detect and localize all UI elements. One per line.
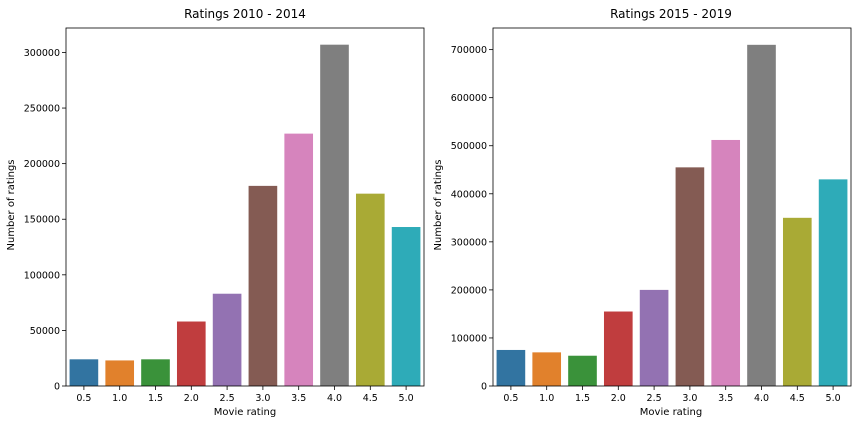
bar-4.5 (355, 193, 385, 386)
bar-1.5 (568, 355, 597, 386)
bar-group (496, 44, 848, 387)
chart-title: Ratings 2010 - 2014 (184, 7, 306, 21)
y-tick-label: 700000 (451, 45, 487, 56)
x-tick-label: 3.5 (718, 393, 733, 404)
x-tick-label: 4.5 (790, 393, 805, 404)
y-axis-ticks: 0 100000 200000 300000 400000 500000 600000 700… (451, 45, 493, 393)
bar-2.0 (603, 311, 633, 386)
bar-4.5 (782, 217, 812, 386)
bar-2.0 (176, 321, 206, 386)
y-tick-label: 600000 (451, 93, 487, 104)
x-tick-label: 4.5 (363, 393, 378, 404)
y-tick-label: 50000 (30, 326, 60, 337)
bar-1.5 (141, 359, 170, 386)
x-axis-label: Movie rating (214, 407, 276, 418)
bar-3.5 (711, 139, 741, 386)
x-tick-label: 4.0 (327, 393, 342, 404)
x-tick-label: 2.5 (647, 393, 662, 404)
x-tick-label: 3.0 (682, 393, 697, 404)
y-axis-label: Number of ratings (433, 159, 444, 250)
plot-frame (65, 27, 425, 387)
x-tick-label: 3.0 (255, 393, 270, 404)
chart-ratings-2010-2014: Ratings 2010 - 2014 Movie rating Number … (6, 7, 425, 418)
y-tick-label: 500000 (451, 141, 487, 152)
bar-group (69, 44, 421, 387)
bar-0.5 (496, 349, 526, 386)
x-tick-label: 3.5 (291, 393, 306, 404)
x-tick-label: 4.0 (754, 393, 769, 404)
x-tick-label: 1.5 (575, 393, 590, 404)
bar-3.5 (284, 133, 314, 386)
x-axis-ticks: 0.5 1.0 1.5 2.0 2.5 3.0 3.5 4.0 4.5 5.0 (76, 386, 414, 404)
plot-frame (492, 27, 852, 387)
y-tick-label: 400000 (451, 189, 487, 200)
bar-3.0 (248, 185, 278, 386)
x-tick-label: 1.0 (539, 393, 554, 404)
y-tick-label: 0 (481, 382, 487, 393)
bar-5.0 (391, 227, 421, 386)
x-tick-label: 1.0 (112, 393, 127, 404)
x-tick-label: 0.5 (503, 393, 518, 404)
bar-2.5 (212, 293, 242, 386)
y-tick-label: 250000 (24, 104, 60, 115)
x-tick-label: 2.5 (220, 393, 235, 404)
y-tick-label: 150000 (24, 215, 60, 226)
x-tick-label: 2.0 (184, 393, 199, 404)
x-tick-label: 1.5 (148, 393, 163, 404)
chart-ratings-2015-2019: Ratings 2015 - 2019 Movie rating Number … (433, 7, 852, 418)
x-tick-label: 0.5 (76, 393, 91, 404)
bar-4.0 (747, 44, 776, 387)
y-tick-label: 200000 (24, 159, 60, 170)
x-axis-ticks: 0.5 1.0 1.5 2.0 2.5 3.0 3.5 4.0 4.5 5.0 (503, 386, 841, 404)
x-tick-label: 2.0 (611, 393, 626, 404)
bar-1.0 (105, 360, 135, 386)
y-tick-label: 200000 (451, 285, 487, 296)
bar-2.5 (639, 289, 669, 386)
bar-0.5 (69, 359, 99, 386)
y-tick-label: 300000 (451, 237, 487, 248)
y-axis-label: Number of ratings (6, 159, 17, 250)
x-axis-label: Movie rating (640, 407, 702, 418)
y-tick-label: 100000 (24, 270, 60, 281)
x-tick-label: 5.0 (826, 393, 841, 404)
bar-5.0 (818, 179, 848, 386)
y-tick-label: 300000 (24, 48, 60, 59)
y-tick-label: 0 (54, 382, 60, 393)
bar-1.0 (532, 352, 562, 386)
bar-4.0 (320, 44, 349, 387)
x-tick-label: 5.0 (399, 393, 414, 404)
y-tick-label: 100000 (451, 333, 487, 344)
y-axis-ticks: 0 50000 100000 150000 200000 250000 300000 (24, 48, 66, 393)
bar-3.0 (675, 167, 705, 386)
chart-title: Ratings 2015 - 2019 (610, 7, 732, 21)
